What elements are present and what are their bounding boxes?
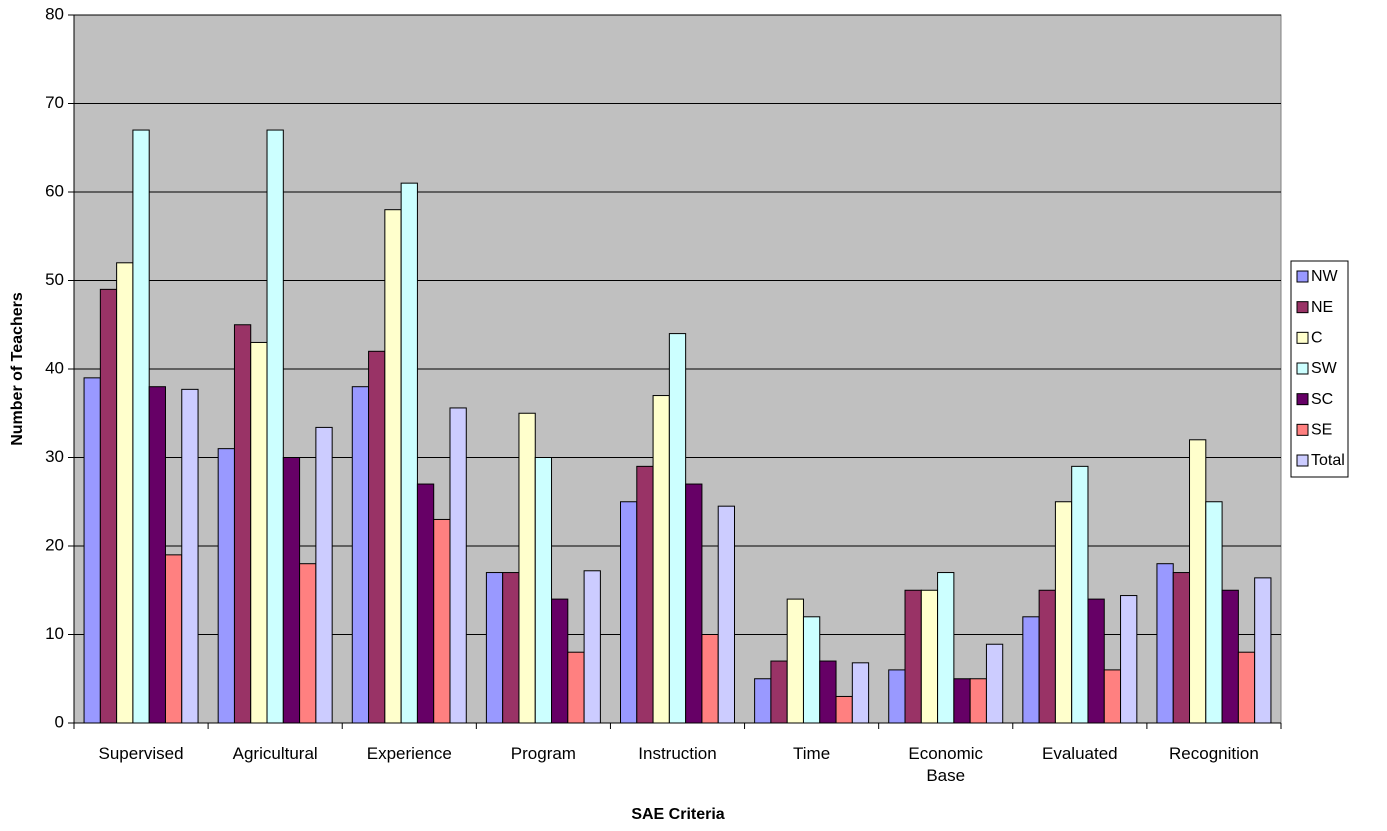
bar <box>851 662 870 724</box>
bar <box>433 518 451 724</box>
bar <box>148 386 166 724</box>
bar <box>266 129 284 724</box>
bar <box>701 634 719 724</box>
bar <box>754 678 772 724</box>
x-tick-label: Supervised <box>98 744 184 763</box>
bar <box>1172 572 1191 724</box>
bar <box>985 643 1004 724</box>
bar <box>99 288 118 724</box>
y-tick-label: 70 <box>45 93 64 112</box>
legend-swatch <box>1296 454 1309 467</box>
bar <box>1054 501 1073 724</box>
bar <box>416 483 435 724</box>
bar <box>904 589 922 724</box>
x-tick-label: Evaluated <box>1042 744 1118 763</box>
bar <box>717 505 735 724</box>
y-tick-label: 50 <box>45 270 64 289</box>
y-tick-label: 30 <box>45 447 64 466</box>
bar <box>1038 589 1056 724</box>
bar <box>786 598 804 724</box>
bar <box>1254 577 1272 724</box>
y-tick-label: 20 <box>45 535 64 554</box>
bar <box>282 457 301 724</box>
legend-label: SW <box>1311 360 1338 377</box>
y-tick-label: 80 <box>45 4 64 23</box>
x-tick-label: Time <box>793 744 831 763</box>
bar <box>770 660 788 724</box>
bar <box>668 333 687 724</box>
legend-label: SC <box>1311 391 1333 408</box>
bar <box>1071 465 1089 724</box>
bar <box>132 129 150 724</box>
x-tick-label: Program <box>510 744 576 763</box>
legend-swatch <box>1296 331 1309 344</box>
bar <box>652 395 670 724</box>
bar <box>920 589 939 724</box>
bar <box>551 598 569 724</box>
bar <box>299 563 317 724</box>
x-tick-label: Instruction <box>638 744 717 763</box>
bar <box>685 483 703 724</box>
bar <box>351 386 370 724</box>
bar <box>1120 595 1138 724</box>
x-tick-label: Recognition <box>1169 744 1259 763</box>
bar <box>835 695 853 724</box>
bar <box>315 426 333 724</box>
bar <box>449 407 467 724</box>
bar <box>368 350 386 724</box>
y-tick-label: 10 <box>45 624 64 643</box>
bar <box>1237 651 1256 724</box>
bar <box>518 412 536 724</box>
x-tick-label: Experience <box>366 744 452 763</box>
bar <box>1221 589 1239 724</box>
bar <box>953 678 971 724</box>
bar <box>217 448 235 724</box>
bar <box>83 377 101 724</box>
bar <box>1087 598 1105 724</box>
legend-label: C <box>1311 330 1323 347</box>
bar <box>937 572 955 724</box>
bar <box>1022 616 1040 724</box>
bar <box>1189 439 1207 724</box>
bar <box>400 182 418 724</box>
bar <box>819 660 837 724</box>
bar <box>250 341 268 724</box>
bar <box>502 572 520 724</box>
bar <box>969 678 987 724</box>
legend-swatch <box>1296 270 1309 283</box>
bar <box>485 572 504 724</box>
bar <box>802 616 821 724</box>
bar <box>233 324 252 724</box>
legend-swatch <box>1296 423 1309 436</box>
bar <box>620 501 638 724</box>
bar <box>164 554 183 724</box>
bar <box>116 262 134 724</box>
y-axis-title: Number of Teachers <box>9 292 26 446</box>
bar <box>888 669 906 724</box>
x-tick-label: Economic Base <box>908 744 984 785</box>
bar <box>1156 563 1174 724</box>
legend-swatch <box>1296 301 1309 314</box>
bar <box>384 209 402 724</box>
legend-label: NW <box>1311 268 1339 285</box>
bar <box>1205 501 1223 724</box>
bar <box>567 651 585 724</box>
legend-label: Total <box>1311 452 1345 469</box>
legend-swatch <box>1296 393 1309 406</box>
bar <box>583 570 601 724</box>
y-tick-label: 60 <box>45 181 64 200</box>
x-axis-title: SAE Criteria <box>631 806 724 823</box>
x-tick-label: Agricultural <box>232 744 318 763</box>
bar <box>534 457 553 724</box>
legend-swatch <box>1296 362 1309 375</box>
y-tick-label: 0 <box>55 712 64 731</box>
y-tick-label: 40 <box>45 358 64 377</box>
legend-label: NE <box>1311 299 1333 316</box>
legend-label: SE <box>1311 422 1332 439</box>
bar <box>181 388 199 724</box>
bar <box>1103 669 1122 724</box>
bar <box>636 465 654 724</box>
